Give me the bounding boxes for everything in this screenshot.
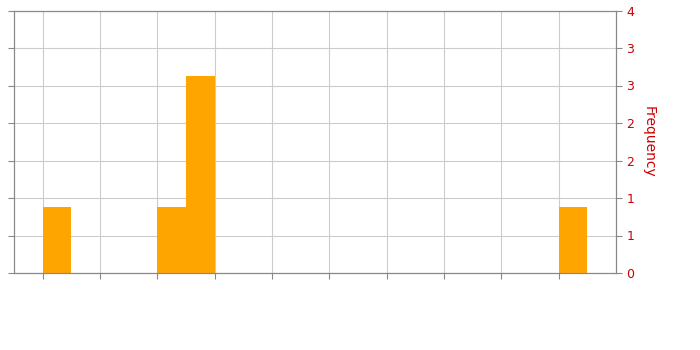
Bar — [158, 207, 186, 273]
Bar — [186, 76, 215, 273]
Bar — [559, 207, 587, 273]
Bar — [43, 207, 71, 273]
Y-axis label: Frequency: Frequency — [641, 106, 655, 178]
